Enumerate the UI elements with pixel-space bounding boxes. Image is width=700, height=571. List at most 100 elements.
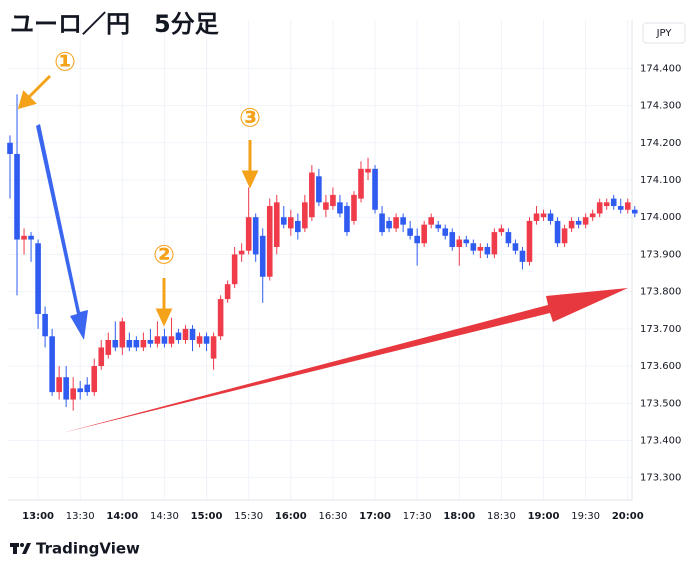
candle-body (273, 202, 280, 247)
y-tick-label: 174.300 (640, 101, 681, 112)
candle-body (575, 220, 582, 225)
y-tick-label: 173.300 (640, 473, 681, 484)
candle-body (49, 336, 55, 393)
candle-body (323, 202, 329, 210)
annotation: ③ (239, 104, 261, 134)
x-tick-label: 16:30 (319, 511, 348, 522)
candle-body (77, 388, 83, 393)
candle-body (617, 206, 624, 210)
candle-body (224, 284, 231, 300)
x-tick-label: 16:00 (275, 511, 307, 522)
x-tick-label: 18:30 (487, 511, 516, 522)
x-tick-label: 18:00 (443, 511, 475, 522)
candle-body (505, 232, 512, 244)
candle-body (484, 246, 491, 255)
x-tick-label: 15:00 (191, 511, 223, 522)
candle-body (203, 336, 210, 344)
x-tick-label: 19:30 (571, 511, 600, 522)
candle-body (42, 313, 48, 337)
candle-body (358, 168, 364, 199)
candle-body (140, 340, 147, 348)
y-tick-label: 174.200 (640, 138, 681, 149)
orange-arrows (17, 74, 259, 327)
x-tick-label: 13:00 (22, 511, 54, 522)
candle-body (63, 377, 69, 400)
candle-body (288, 217, 294, 229)
candle-body (168, 336, 175, 344)
candle-body (210, 336, 217, 359)
x-tick-label: 20:00 (612, 511, 644, 522)
candle-body (435, 224, 442, 229)
candle-body (154, 336, 161, 344)
candle-body (379, 213, 385, 233)
candles (7, 94, 638, 411)
candle-body (182, 328, 189, 340)
candle-body (238, 250, 245, 255)
candle-body (70, 388, 76, 400)
candle-body (589, 213, 596, 218)
candle-body (316, 176, 322, 203)
candle-body (266, 206, 273, 277)
candle-body (442, 228, 449, 236)
unit-box (642, 22, 686, 44)
candle-body (393, 217, 399, 229)
candle-body (631, 209, 638, 214)
blue-arrow (36, 124, 88, 340)
candle-body (624, 202, 631, 210)
y-tick-label: 174.000 (640, 212, 681, 223)
candle-body (428, 217, 434, 225)
candle-body (568, 220, 575, 229)
x-tick-label: 19:00 (528, 511, 560, 522)
chart-title: ユーロ／円 5分足 (10, 10, 219, 38)
candle-body (330, 194, 336, 207)
candle-body (414, 235, 420, 244)
candle-body (21, 235, 27, 240)
candle-body (7, 142, 13, 154)
x-tick-label: 14:00 (106, 511, 138, 522)
candle-body (533, 213, 540, 221)
x-tick-label: 17:30 (403, 511, 432, 522)
y-tick-label: 173.800 (640, 287, 681, 298)
y-tick-label: 173.600 (640, 361, 681, 372)
candle-body (112, 340, 119, 348)
candle-body (421, 224, 427, 244)
candle-body (540, 213, 547, 218)
candle-body (498, 228, 505, 233)
candle-body (175, 332, 182, 340)
candle-body (400, 217, 406, 225)
annotation: ① (54, 48, 76, 78)
candle-body (526, 220, 533, 262)
x-tick-label: 14:30 (150, 511, 179, 522)
candle-body (105, 340, 112, 355)
annotation: ② (153, 241, 175, 271)
candle-body (126, 340, 133, 348)
y-tick-label: 173.400 (640, 435, 681, 446)
x-tick-label: 17:00 (359, 511, 391, 522)
candle-body (554, 220, 561, 244)
candle-body (351, 194, 357, 221)
y-tick-label: 174.400 (640, 63, 681, 74)
candle-body (386, 220, 392, 229)
candle-body (231, 254, 238, 285)
candle-body (245, 217, 252, 251)
candle-body (252, 217, 259, 255)
x-tick-label: 13:30 (66, 511, 95, 522)
red-arrow (62, 288, 628, 433)
candle-body (133, 340, 140, 348)
candle-body (35, 243, 41, 314)
candle-body (295, 220, 301, 233)
candle-body (302, 202, 308, 229)
y-tick-label: 173.900 (640, 249, 681, 260)
candle-body (456, 239, 463, 247)
candle-body (91, 366, 98, 393)
candle-body (98, 347, 105, 367)
y-tick-label: 173.700 (640, 324, 681, 335)
candle-body (463, 239, 470, 244)
candle-body (84, 384, 91, 393)
candle-body (28, 235, 34, 240)
candle-body (582, 217, 589, 225)
y-tick-label: 173.500 (640, 398, 681, 409)
candle-body (512, 243, 519, 251)
